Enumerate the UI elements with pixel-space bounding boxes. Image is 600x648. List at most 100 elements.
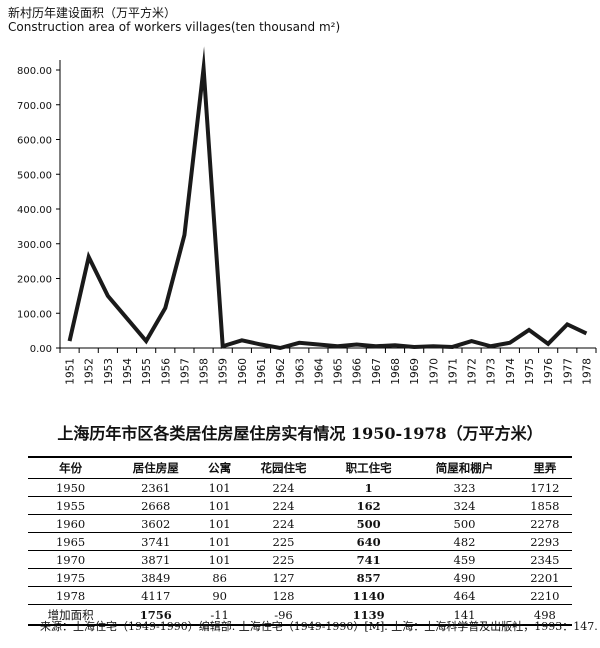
- y-tick-label: 300.00: [17, 240, 52, 251]
- x-tick-label: 1968: [390, 358, 402, 385]
- table-cell: 101: [198, 514, 241, 533]
- table-cell: 225: [240, 532, 327, 551]
- x-tick-label: 1965: [333, 358, 345, 385]
- table-header-row: 年份 居住房屋 公寓 花园住宅 职工住宅 简屋和棚户 里弄: [28, 456, 572, 479]
- table-cell: 1950: [28, 478, 114, 497]
- x-tick-label: 1961: [256, 358, 268, 385]
- table-cell: 500: [411, 514, 518, 533]
- table-cell: 增加面积: [28, 604, 114, 626]
- table-cell: 128: [240, 586, 327, 605]
- x-tick-label: 1957: [179, 358, 191, 385]
- table-cell: 324: [411, 496, 518, 515]
- table-cell: 225: [240, 550, 327, 569]
- x-tick-label: 1958: [199, 358, 211, 385]
- x-tick-label: 1951: [65, 358, 77, 385]
- x-tick-label: 1964: [313, 358, 325, 385]
- table-cell: 640: [326, 532, 412, 551]
- table-cell: 90: [198, 586, 241, 605]
- x-tick-label: 1954: [122, 358, 134, 385]
- table-row: 1960 3602 101 224 500 500 2278: [28, 514, 572, 533]
- table-cell: 2668: [113, 496, 199, 515]
- table-header-cell: 简屋和棚户: [411, 456, 518, 479]
- table-cell: 1975: [28, 568, 114, 587]
- table-row: 1978 4117 90 128 1140 464 2210: [28, 586, 572, 605]
- table-cell: 323: [411, 478, 518, 497]
- x-tick-label: 1976: [543, 358, 555, 385]
- x-tick-label: 1978: [581, 358, 593, 385]
- y-tick-label: 200.00: [17, 275, 52, 286]
- table-cell: 857: [326, 568, 412, 587]
- table-cell: 2278: [517, 514, 572, 533]
- x-tick-label: 1966: [352, 358, 364, 385]
- table-body: 1950 2361 101 224 1 323 1712 1955 2668 101 224 162 3…: [28, 478, 572, 626]
- table-header-cell: 年份: [28, 456, 114, 479]
- y-tick-label: 100.00: [17, 309, 52, 320]
- table-cell: 2361: [113, 478, 199, 497]
- x-tick-label: 1959: [218, 358, 230, 385]
- table-cell: 2210: [517, 586, 572, 605]
- table-cell: 490: [411, 568, 518, 587]
- x-tick-label: 1972: [467, 358, 479, 385]
- x-tick-label: 1952: [84, 358, 96, 385]
- plot-area: [67, 46, 588, 351]
- x-tick-label: 1977: [562, 358, 574, 385]
- x-tick-label: 1975: [524, 358, 536, 385]
- table-header-cell: 公寓: [198, 456, 241, 479]
- table-cell: 2201: [517, 568, 572, 587]
- y-tick-label: 800.00: [17, 66, 52, 77]
- x-tick-label: 1963: [294, 358, 306, 385]
- table-cell: 224: [240, 478, 327, 497]
- table-cell: 459: [411, 550, 518, 569]
- table-cell: 1978: [28, 586, 114, 605]
- table-cell: 86: [198, 568, 241, 587]
- x-tick-label: 1956: [160, 358, 172, 385]
- chart-title-en: Construction area of workers villages(te…: [8, 20, 341, 34]
- table-cell: 3849: [113, 568, 199, 587]
- x-tick-label: 1962: [275, 358, 287, 385]
- table-cell: 482: [411, 532, 518, 551]
- y-axis: 0.00 100.00 200.00 300.00 400.00 500.00 600.00…: [17, 60, 61, 355]
- line-chart: 0.00 100.00 200.00 300.00 400.00 500.00 600.00…: [17, 46, 597, 385]
- x-tick-label: 1970: [428, 358, 440, 385]
- table-row: 增加面积 1756 -11 -96 1139 141 498: [28, 604, 572, 626]
- table-cell: 101: [198, 478, 241, 497]
- table-cell: 1960: [28, 514, 114, 533]
- table-cell: 2345: [517, 550, 572, 569]
- series-line: [67, 46, 588, 351]
- table-cell: 101: [198, 496, 241, 515]
- table-cell: 1858: [517, 496, 572, 515]
- table-cell: -96: [240, 604, 327, 626]
- x-tick-label: 1955: [141, 358, 153, 385]
- chart-title-cn: 新村历年建设面积（万平方米）: [8, 6, 177, 20]
- table-cell: 1712: [517, 478, 572, 497]
- table-cell: 498: [517, 604, 572, 626]
- table-row: 1965 3741 101 225 640 482 2293: [28, 532, 572, 551]
- table-header-cell: 里弄: [517, 456, 572, 479]
- table-cell: 224: [240, 514, 327, 533]
- table-cell: 741: [326, 550, 412, 569]
- x-tick-label: 1969: [409, 358, 421, 385]
- x-axis: 1951 1952 1953 1954 1955 1956 1957 1958 1959 1960…: [59, 347, 597, 385]
- table-cell: 4117: [113, 586, 199, 605]
- table-cell: 1: [326, 478, 412, 497]
- housing-table: 年份 居住房屋 公寓 花园住宅 职工住宅 简屋和棚户 里弄 1950 2361 101 224 1 3…: [28, 456, 572, 626]
- table-header-cell: 职工住宅: [326, 456, 412, 479]
- x-tick-label: 1953: [103, 358, 115, 385]
- table-cell: 1965: [28, 532, 114, 551]
- table-row: 1975 3849 86 127 857 490 2201: [28, 568, 572, 587]
- y-tick-label: 0.00: [30, 344, 52, 355]
- table-cell: 162: [326, 496, 412, 515]
- table-cell: 127: [240, 568, 327, 587]
- y-tick-label: 600.00: [17, 136, 52, 147]
- table-header-cell: 花园住宅: [240, 456, 327, 479]
- y-tick-label: 500.00: [17, 170, 52, 181]
- table-cell: 101: [198, 532, 241, 551]
- table-cell: 1139: [326, 604, 412, 626]
- table-cell: -11: [198, 604, 241, 626]
- table-row: 1970 3871 101 225 741 459 2345: [28, 550, 572, 569]
- table-cell: 3871: [113, 550, 199, 569]
- source-note: 来源：上海住宅（1949-1990）编辑部. 上海住宅（1949-1990）[M…: [40, 620, 598, 633]
- table-cell: 3741: [113, 532, 199, 551]
- table-row: 1950 2361 101 224 1 323 1712: [28, 478, 572, 497]
- y-tick-label: 400.00: [17, 205, 52, 216]
